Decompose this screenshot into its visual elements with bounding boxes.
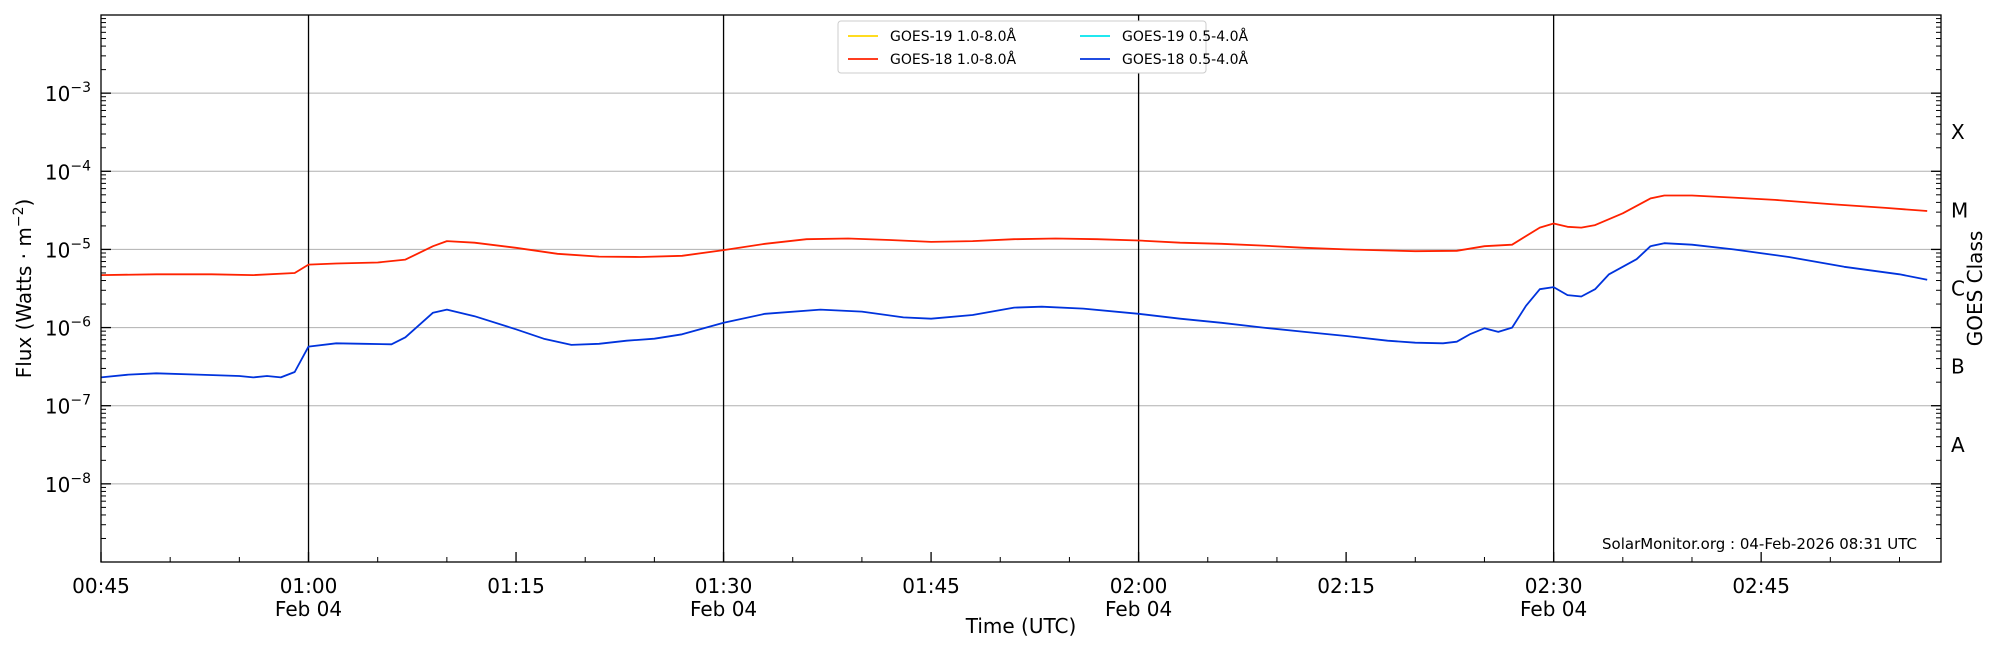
legend-label: GOES-19 0.5-4.0Å [1122, 28, 1248, 45]
x-tick-date-label: Feb 04 [1105, 597, 1172, 621]
x-tick-label: 01:45 [902, 574, 960, 598]
y-tick-label: 10−7 [45, 393, 91, 419]
goes-class-a: A [1951, 433, 1965, 457]
x-tick-label: 01:30 [695, 574, 753, 598]
grid-layer [101, 92, 1941, 485]
x-tick-label: 01:00 [280, 574, 338, 598]
goes-class-labels: A B C M X [1951, 120, 1968, 457]
y-tick-label: 10−6 [45, 315, 91, 341]
legend-label: GOES-18 0.5-4.0Å [1122, 51, 1248, 68]
x-tick-label: 02:30 [1525, 574, 1583, 598]
y-tick-label: 10−3 [45, 80, 91, 106]
x-tick-label: 02:00 [1110, 574, 1168, 598]
legend-label: GOES-19 1.0-8.0Å [890, 28, 1016, 45]
goes-class-c: C [1951, 277, 1965, 301]
x-tick-date-label: Feb 04 [1520, 597, 1587, 621]
x-tick-label: 01:15 [487, 574, 545, 598]
series-line-goes-18-0-5-4-0- [100, 242, 1928, 379]
y-tick-labels: 10−8 10−7 10−6 10−5 10−4 10−3 [45, 80, 91, 497]
x-axis-label: Time (UTC) [965, 614, 1077, 638]
goes-class-x: X [1951, 120, 1965, 144]
legend-box [837, 20, 1207, 74]
goes-class-b: B [1951, 355, 1965, 379]
plot-frame [100, 14, 1942, 563]
source-annotation: SolarMonitor.org : 04-Feb-2026 08:31 UTC [1602, 535, 1917, 553]
legend: GOES-19 1.0-8.0Å GOES-19 0.5-4.0Å GOES-18 … [837, 20, 1248, 74]
legend-label: GOES-18 1.0-8.0Å [890, 51, 1016, 68]
goes-class-m: M [1951, 198, 1968, 222]
goes-class-axis-label: GOES Class [1963, 231, 1987, 347]
y-tick-label: 10−5 [45, 236, 91, 262]
x-tick-label: 02:15 [1317, 574, 1375, 598]
y-axis-label: Flux (Watts · m−2) [11, 199, 36, 379]
series-layer [100, 194, 1928, 379]
tick-layer [100, 18, 1941, 562]
y-tick-label: 10−8 [45, 471, 91, 497]
x-tick-date-label: Feb 04 [690, 597, 757, 621]
x-tick-label: 02:45 [1732, 574, 1790, 598]
y-tick-label: 10−4 [45, 158, 91, 184]
vertical-lines-layer [307, 15, 1555, 562]
x-tick-date-label: Feb 04 [275, 597, 342, 621]
x-tick-label: 00:45 [72, 574, 130, 598]
series-line-goes-18-1-0-8-0- [100, 194, 1928, 276]
